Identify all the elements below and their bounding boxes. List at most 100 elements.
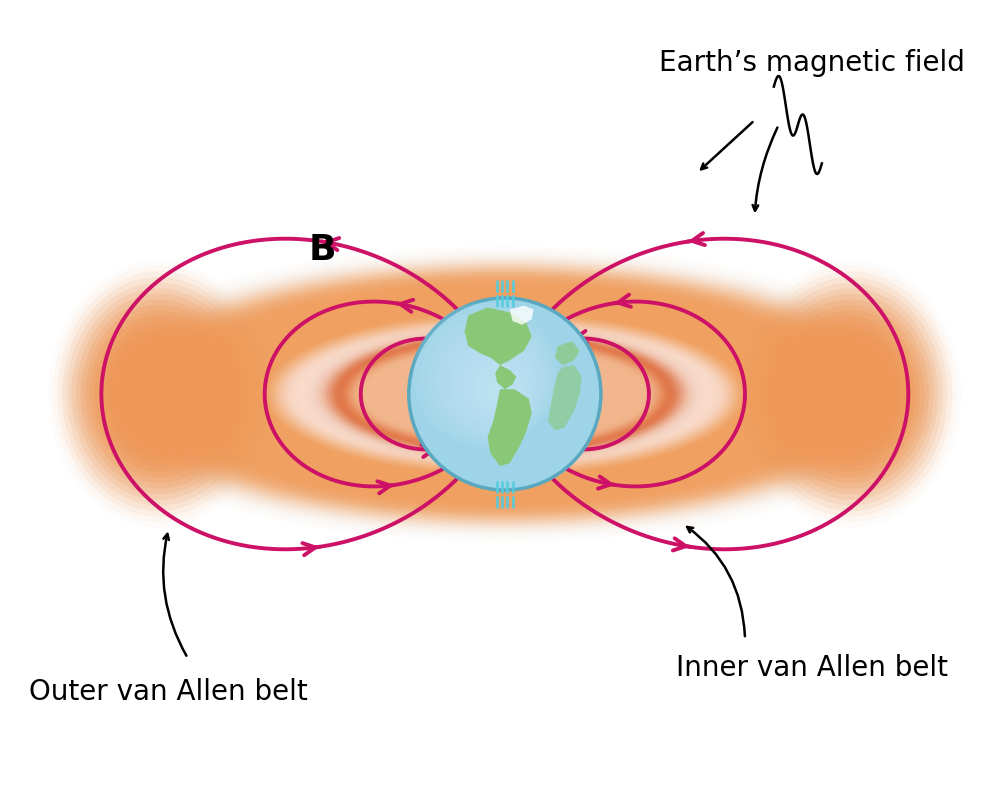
Ellipse shape	[334, 335, 675, 453]
Ellipse shape	[340, 337, 670, 451]
Ellipse shape	[305, 336, 705, 452]
Ellipse shape	[179, 288, 831, 500]
Ellipse shape	[282, 322, 728, 466]
Ellipse shape	[745, 266, 957, 522]
Ellipse shape	[364, 350, 646, 438]
Ellipse shape	[467, 356, 527, 416]
Ellipse shape	[207, 298, 803, 490]
Ellipse shape	[251, 314, 759, 474]
Ellipse shape	[782, 310, 920, 478]
Ellipse shape	[285, 324, 725, 464]
Ellipse shape	[346, 340, 664, 448]
Ellipse shape	[107, 262, 903, 526]
Ellipse shape	[151, 277, 858, 511]
Ellipse shape	[324, 331, 686, 457]
Ellipse shape	[436, 325, 544, 433]
Ellipse shape	[157, 280, 853, 508]
Ellipse shape	[414, 303, 558, 447]
Ellipse shape	[327, 332, 683, 456]
Ellipse shape	[786, 316, 915, 472]
Ellipse shape	[317, 343, 693, 445]
Ellipse shape	[299, 333, 710, 455]
Ellipse shape	[809, 344, 892, 444]
Ellipse shape	[218, 303, 792, 485]
Ellipse shape	[196, 294, 814, 494]
Ellipse shape	[99, 322, 219, 466]
Ellipse shape	[146, 276, 864, 512]
Ellipse shape	[381, 355, 628, 433]
Ellipse shape	[366, 348, 644, 440]
Ellipse shape	[353, 343, 657, 445]
Ellipse shape	[452, 340, 536, 425]
Ellipse shape	[273, 318, 736, 470]
Ellipse shape	[288, 325, 722, 463]
Ellipse shape	[342, 338, 667, 450]
Ellipse shape	[229, 307, 781, 481]
Ellipse shape	[754, 277, 948, 511]
Polygon shape	[548, 365, 582, 430]
Polygon shape	[555, 341, 580, 365]
Ellipse shape	[832, 372, 869, 416]
Ellipse shape	[474, 363, 522, 411]
Ellipse shape	[118, 344, 201, 444]
Ellipse shape	[352, 344, 657, 444]
Ellipse shape	[113, 263, 897, 525]
Ellipse shape	[758, 283, 943, 505]
Ellipse shape	[361, 348, 648, 440]
Ellipse shape	[823, 361, 878, 427]
Ellipse shape	[768, 294, 934, 494]
Ellipse shape	[818, 355, 883, 433]
Ellipse shape	[841, 383, 860, 405]
Ellipse shape	[162, 282, 847, 506]
Ellipse shape	[190, 292, 820, 496]
Ellipse shape	[350, 342, 660, 446]
Ellipse shape	[316, 328, 694, 460]
Ellipse shape	[240, 310, 770, 478]
Ellipse shape	[319, 344, 690, 444]
Ellipse shape	[359, 348, 651, 440]
Ellipse shape	[366, 351, 644, 437]
Ellipse shape	[319, 329, 691, 459]
Ellipse shape	[296, 331, 713, 457]
Ellipse shape	[71, 288, 247, 500]
Ellipse shape	[276, 319, 733, 469]
Ellipse shape	[90, 310, 228, 478]
Ellipse shape	[129, 269, 880, 519]
Ellipse shape	[102, 259, 908, 529]
Ellipse shape	[108, 333, 210, 455]
Ellipse shape	[421, 310, 553, 442]
Ellipse shape	[293, 329, 716, 459]
Ellipse shape	[58, 271, 260, 517]
Ellipse shape	[140, 273, 869, 515]
Ellipse shape	[234, 308, 776, 480]
Ellipse shape	[118, 266, 892, 522]
Ellipse shape	[371, 351, 639, 437]
Ellipse shape	[358, 345, 652, 443]
Ellipse shape	[795, 327, 906, 461]
Ellipse shape	[347, 340, 662, 448]
Ellipse shape	[348, 341, 662, 447]
Ellipse shape	[223, 304, 787, 484]
Text: Outer van Allen belt: Outer van Allen belt	[29, 678, 308, 706]
Polygon shape	[495, 365, 516, 389]
Ellipse shape	[141, 372, 177, 416]
Ellipse shape	[127, 355, 191, 433]
Ellipse shape	[212, 300, 798, 488]
Ellipse shape	[321, 329, 688, 459]
Text: Earth’s magnetic field: Earth’s magnetic field	[659, 49, 965, 76]
Ellipse shape	[291, 328, 719, 460]
Ellipse shape	[268, 314, 742, 474]
Ellipse shape	[302, 334, 708, 454]
Ellipse shape	[135, 272, 875, 516]
Ellipse shape	[150, 383, 168, 405]
Ellipse shape	[374, 351, 636, 437]
Ellipse shape	[122, 349, 196, 439]
Ellipse shape	[76, 294, 242, 494]
Ellipse shape	[490, 379, 514, 403]
Ellipse shape	[145, 377, 173, 411]
Ellipse shape	[85, 305, 233, 483]
Ellipse shape	[837, 377, 865, 411]
Ellipse shape	[184, 290, 825, 498]
Ellipse shape	[429, 318, 549, 438]
Ellipse shape	[360, 346, 649, 442]
